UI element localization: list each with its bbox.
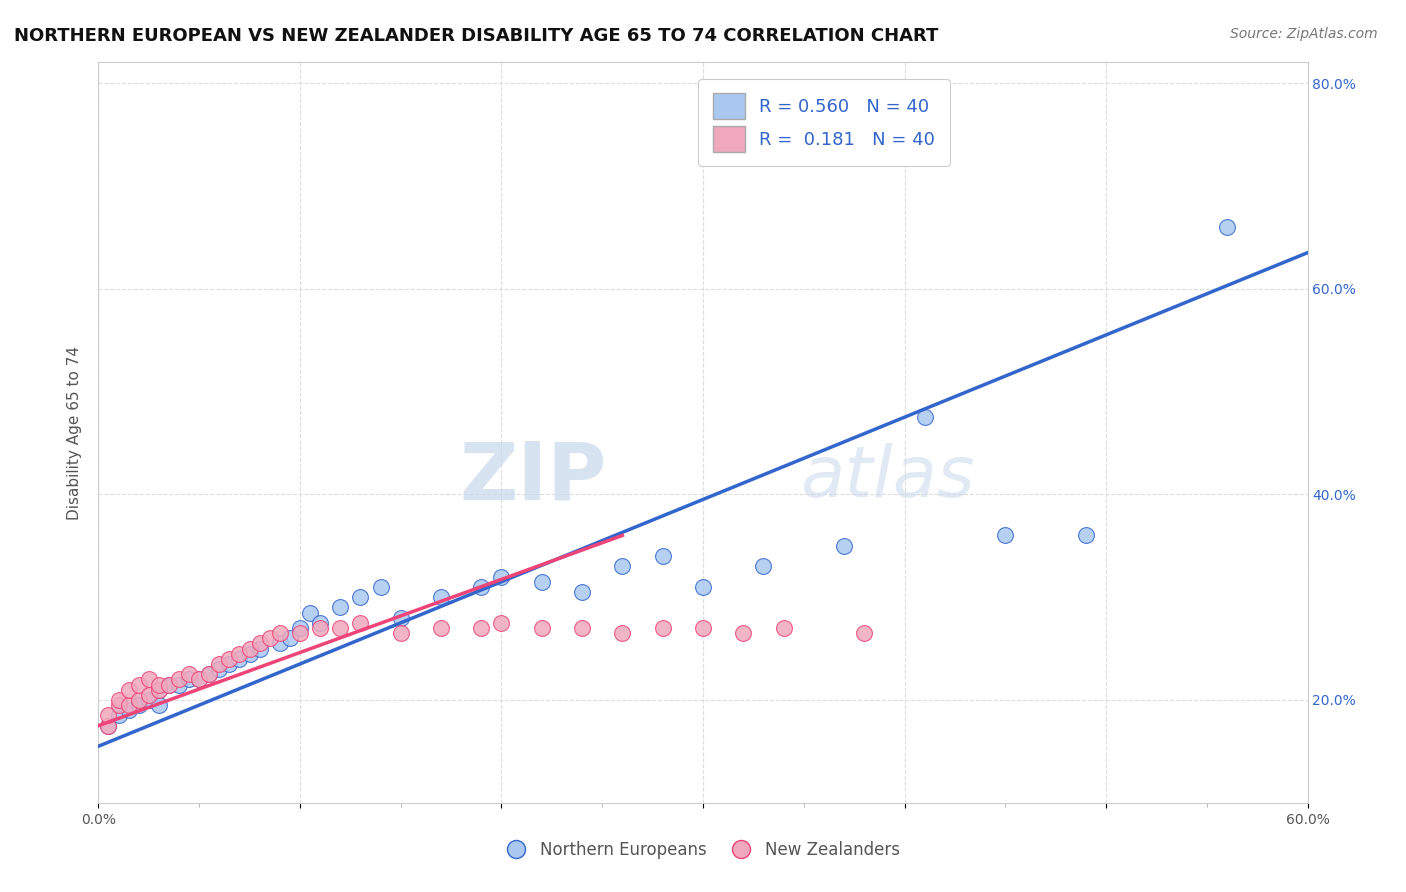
Point (218, 652, 240, 666)
Point (138, 673, 160, 687)
Point (128, 677, 150, 691)
Point (612, 559, 634, 574)
Point (249, 641, 271, 656)
Point (530, 621, 553, 635)
Point (198, 667, 221, 681)
Point (571, 585, 593, 599)
Point (148, 682, 170, 697)
Point (239, 641, 262, 656)
Point (118, 703, 141, 717)
Text: Source: ZipAtlas.com: Source: ZipAtlas.com (1230, 27, 1378, 41)
Point (208, 657, 231, 671)
Point (733, 626, 755, 640)
Point (752, 559, 775, 574)
Point (249, 636, 271, 650)
Point (853, 626, 876, 640)
Point (299, 606, 322, 620)
Point (188, 673, 211, 687)
Point (278, 632, 301, 646)
Text: ZIP: ZIP (458, 438, 606, 516)
Point (218, 657, 240, 671)
Point (97, 708, 120, 723)
Point (994, 528, 1017, 542)
Point (309, 615, 332, 630)
Point (148, 682, 170, 697)
Legend: R = 0.560   N = 40, R =  0.181   N = 40: R = 0.560 N = 40, R = 0.181 N = 40 (697, 78, 950, 166)
Point (470, 621, 492, 635)
Point (157, 677, 180, 691)
Point (148, 677, 170, 691)
Point (430, 621, 453, 635)
Point (389, 626, 412, 640)
Point (309, 621, 332, 635)
Point (329, 600, 352, 615)
Point (269, 636, 291, 650)
Point (138, 688, 160, 702)
Point (148, 698, 170, 712)
Point (692, 621, 714, 635)
Point (107, 698, 129, 712)
Point (612, 626, 634, 640)
Point (97, 719, 120, 733)
Point (239, 647, 262, 661)
Text: NORTHERN EUROPEAN VS NEW ZEALANDER DISABILITY AGE 65 TO 74 CORRELATION CHART: NORTHERN EUROPEAN VS NEW ZEALANDER DISAB… (14, 27, 938, 45)
Y-axis label: Disability Age 65 to 74: Disability Age 65 to 74 (67, 345, 83, 520)
Point (1216, 219, 1239, 234)
Point (97, 719, 120, 733)
Point (179, 667, 201, 681)
Point (269, 626, 291, 640)
Point (349, 615, 371, 630)
Point (288, 621, 311, 635)
Point (389, 611, 412, 625)
Point (491, 569, 513, 583)
Text: atlas: atlas (800, 442, 974, 511)
Point (530, 574, 553, 589)
Point (349, 590, 371, 604)
Point (914, 410, 936, 425)
Point (198, 667, 221, 681)
Point (772, 621, 794, 635)
Point (651, 549, 673, 563)
Point (138, 693, 160, 707)
Point (228, 652, 250, 666)
Point (107, 693, 129, 707)
Point (329, 621, 352, 635)
Point (259, 632, 281, 646)
Point (118, 682, 141, 697)
Point (128, 693, 150, 707)
Point (118, 698, 141, 712)
Point (491, 615, 513, 630)
Point (179, 673, 201, 687)
Point (107, 708, 129, 723)
Point (430, 590, 453, 604)
Point (571, 621, 593, 635)
Point (651, 621, 673, 635)
Point (228, 647, 250, 661)
Point (470, 580, 492, 594)
Point (167, 673, 190, 687)
Point (692, 580, 714, 594)
Point (832, 539, 855, 553)
Point (128, 698, 150, 712)
Legend: Northern Europeans, New Zealanders: Northern Europeans, New Zealanders (499, 835, 907, 866)
Point (157, 677, 180, 691)
Point (370, 580, 392, 594)
Point (208, 662, 231, 676)
Point (167, 677, 190, 691)
Point (1074, 528, 1097, 542)
Point (288, 626, 311, 640)
Point (188, 673, 211, 687)
